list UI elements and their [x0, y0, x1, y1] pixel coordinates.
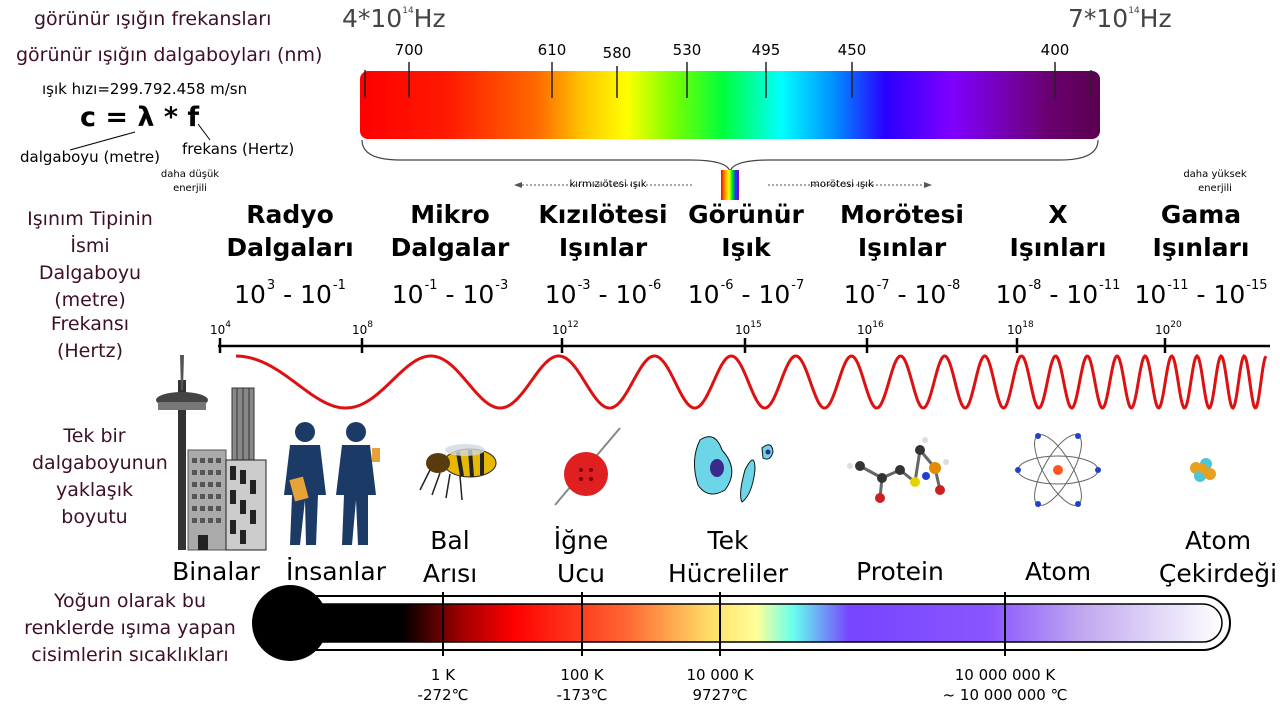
range-visible: 10-6 - 10-7 — [687, 278, 805, 309]
cells-icon — [694, 436, 774, 503]
wavelength-tick-label: 495 — [751, 41, 781, 59]
category-visible: Görünür Işık — [688, 200, 804, 262]
temperature-row-label: Yoğun olarak bu renklerde ışıma yapan ci… — [24, 590, 236, 666]
freq-tick-label: 1012 — [552, 320, 579, 337]
higher-energy-label: daha yüksek enerjili — [1183, 169, 1247, 194]
category-microwave: Mikro Dalgalar — [390, 200, 510, 262]
wavelength-row-label: Dalgaboyu (metre) — [38, 262, 142, 311]
visible-spectrum-bar — [360, 71, 1100, 139]
atom-icon — [1015, 433, 1101, 507]
category-radio: Radyo Dalgaları — [226, 200, 354, 262]
temperature-10000k: 10 000 K 9727℃ — [686, 666, 754, 704]
freq-tick-label: 1016 — [857, 320, 884, 337]
protein-icon — [847, 437, 949, 503]
category-infrared: Kızılötesi Işınlar — [538, 200, 668, 262]
wavelength-tick-label: 450 — [837, 41, 867, 59]
lower-energy-label: daha düşük enerjili — [160, 169, 220, 194]
temperature-100k: 100 K -173℃ — [556, 666, 608, 704]
infrared-arrow-label: kırmızıötesi ışık — [569, 179, 647, 190]
ultraviolet-arrow-label: morötesi ışık — [810, 179, 874, 190]
range-gamma: 10-11 - 10-15 — [1134, 278, 1268, 309]
category-gamma: Gama Işınları — [1152, 200, 1250, 262]
freq-tick-label: 108 — [352, 320, 374, 337]
freq-right-label: 7*1014Hz — [1068, 4, 1172, 33]
object-protein-label: Protein — [856, 557, 944, 586]
visible-wavelength-title: görünür ışığın dalgaboyları (nm) — [16, 44, 323, 66]
range-infrared: 10-3 - 10-6 — [544, 278, 662, 309]
freq-tick-label: 104 — [210, 320, 232, 337]
visible-frequency-title: görünür ışığın frekansları — [34, 8, 272, 30]
wavelength-tick-label: 400 — [1040, 41, 1070, 59]
formula-equation: c = λ * f — [80, 102, 200, 133]
object-cells-label: Tek Hücreliler — [668, 526, 788, 588]
temperature-10000000k: 10 000 000 K ~ 10 000 000 ℃ — [942, 666, 1068, 704]
object-humans-label: İnsanlar — [286, 557, 386, 586]
type-name-label: Işınım Tipinin İsmi — [27, 208, 153, 257]
bee-icon — [419, 444, 497, 501]
frequency-formula-label: frekans (Hertz) — [182, 140, 295, 158]
wavelength-tick-label: 700 — [394, 41, 424, 59]
wavelength-wave — [236, 353, 1268, 410]
category-ultraviolet: Morötesi Işınlar — [840, 200, 964, 262]
thermometer — [252, 585, 1231, 661]
light-speed-label: ışık hızı=299.792.458 m/sn — [42, 80, 248, 98]
frequency-row-label: Frekansı (Hertz) — [50, 313, 130, 362]
object-bee-label: Bal Arısı — [422, 526, 478, 588]
object-atom-label: Atom — [1024, 557, 1092, 586]
needle-button-icon — [554, 427, 621, 506]
freq-tick-label: 1020 — [1155, 320, 1182, 337]
object-needle-label: İğne Ucu — [553, 526, 609, 588]
range-ultraviolet: 10-7 - 10-8 — [843, 278, 961, 309]
wavelength-tick-label: 530 — [672, 41, 702, 59]
freq-tick-label: 1018 — [1007, 320, 1034, 337]
freq-left-label: 4*1014Hz — [342, 4, 446, 33]
temperature-1k: 1 K -272℃ — [417, 666, 469, 704]
range-microwave: 10-1 - 10-3 — [391, 278, 509, 309]
wavelength-tick-label: 610 — [537, 41, 567, 59]
category-xray: X Işınları — [1009, 200, 1107, 262]
range-xray: 10-8 - 10-11 — [995, 278, 1121, 309]
wavelength-tick-label: 580 — [602, 44, 632, 62]
freq-tick-label: 1015 — [735, 320, 762, 337]
range-radio: 103 - 10-1 — [234, 278, 346, 309]
people-icon — [284, 422, 380, 545]
nucleus-icon — [1190, 458, 1216, 482]
wavelength-formula-label: dalgaboyu (metre) — [20, 148, 160, 166]
object-buildings-label: Binalar — [172, 557, 260, 586]
object-nucleus-label: Atom Çekirdeği — [1158, 526, 1278, 588]
buildings-icon — [156, 355, 267, 551]
size-row-label: Tek bir dalgaboyunun yaklaşık boyutu — [32, 425, 168, 528]
